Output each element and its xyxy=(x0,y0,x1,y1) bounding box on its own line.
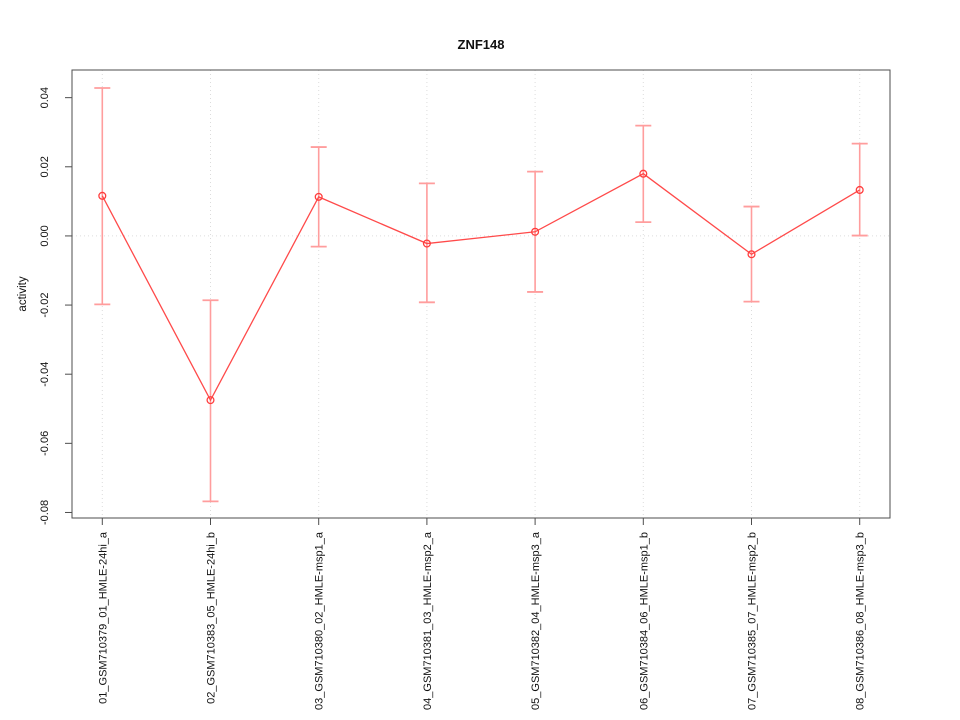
x-category-label: 02_GSM710383_05_HMLE-24hi_b xyxy=(205,532,217,704)
data-point-marker xyxy=(98,191,107,200)
x-category-label: 03_GSM710380_02_HMLE-msp1_a xyxy=(314,531,326,710)
data-point-marker xyxy=(206,396,215,405)
y-tick-label: -0.04 xyxy=(39,362,51,387)
data-point-marker xyxy=(747,250,756,259)
plot-area: 0.04 0.02 0.00 -0.02 -0.04 -0.06 -0.08 01_GSM71… xyxy=(39,69,891,710)
x-category-label: 08_GSM710386_08_HMLE-msp3_b xyxy=(855,532,867,710)
y-tick-label: 0.00 xyxy=(39,225,51,246)
y-tick-label: -0.02 xyxy=(39,293,51,318)
data-point-marker xyxy=(855,185,864,195)
y-tick-label: 0.04 xyxy=(39,87,51,108)
chart-title: ZNF148 xyxy=(458,37,505,52)
data-point-marker xyxy=(422,239,431,248)
y-tick-label: -0.08 xyxy=(39,500,51,525)
x-category-label: 07_GSM710385_07_HMLE-msp2_b xyxy=(747,532,759,710)
data-point-marker xyxy=(639,169,648,178)
y-axis-title: activity xyxy=(17,276,29,311)
series-line xyxy=(101,172,861,402)
data-point-marker xyxy=(531,227,540,236)
y-tick-label: 0.02 xyxy=(39,156,51,177)
y-tick-label: -0.06 xyxy=(39,431,51,456)
x-category-label: 06_GSM710384_06_HMLE-msp1_b xyxy=(638,532,650,710)
x-category-label: 01_GSM710379_01_HMLE-24hi_a xyxy=(97,531,109,704)
x-category-label: 04_GSM710381_03_HMLE-msp2_a xyxy=(422,531,434,710)
data-point-marker xyxy=(314,192,323,201)
plot-frame xyxy=(71,69,891,519)
x-category-label: 05_GSM710382_04_HMLE-msp3_a xyxy=(530,531,542,710)
